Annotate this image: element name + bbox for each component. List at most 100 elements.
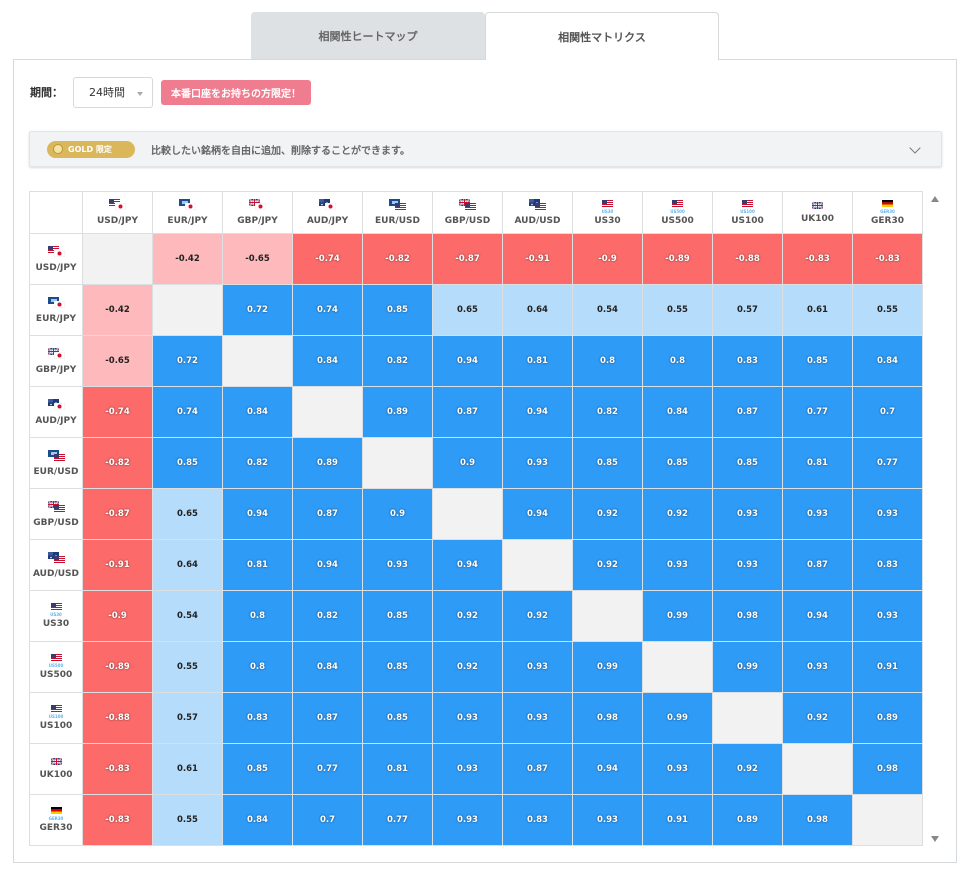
correlation-cell: 0.82	[362, 335, 433, 387]
symbol-sub-label: US30	[601, 208, 614, 214]
correlation-cell: 0.83	[502, 794, 573, 846]
column-header: EUR/JPY	[152, 191, 223, 234]
row-header: AUD/USD	[29, 539, 83, 591]
correlation-cell: 0.87	[502, 743, 573, 795]
matrix-diagonal-cell	[432, 488, 503, 540]
correlation-cell: 0.85	[642, 437, 713, 489]
symbol-header: US30 US30	[30, 603, 82, 629]
correlation-cell: 0.91	[642, 794, 713, 846]
scroll-up-arrow-icon[interactable]	[931, 196, 939, 202]
scroll-down-arrow-icon[interactable]	[931, 836, 939, 842]
correlation-cell: 0.83	[712, 335, 783, 387]
row-header: UK100	[29, 743, 83, 795]
correlation-cell: 0.93	[502, 437, 573, 489]
correlation-cell: -0.9	[572, 233, 643, 285]
matrix-diagonal-cell	[152, 284, 223, 336]
symbol-label: US100	[731, 215, 764, 226]
correlation-cell: -0.87	[82, 488, 153, 540]
correlation-cell: 0.55	[852, 284, 923, 336]
symbol-header: GBP/JPY	[223, 198, 292, 226]
correlation-cell: 0.93	[712, 488, 783, 540]
correlation-cell: -0.65	[222, 233, 293, 285]
column-header: GBP/JPY	[222, 191, 293, 234]
correlation-cell: 0.99	[712, 641, 783, 693]
chevron-down-icon	[137, 91, 143, 96]
row-header: US500 US500	[29, 641, 83, 693]
correlation-cell: 0.54	[152, 590, 223, 642]
correlation-cell: 0.85	[572, 437, 643, 489]
correlation-cell: 0.92	[572, 488, 643, 540]
correlation-cell: 0.93	[852, 488, 923, 540]
symbol-label: EUR/JPY	[167, 216, 208, 226]
correlation-cell: -0.42	[82, 284, 153, 336]
flag-icon	[672, 199, 684, 208]
correlation-cell: -0.88	[712, 233, 783, 285]
correlation-cell: 0.85	[362, 590, 433, 642]
symbol-label: USD/JPY	[35, 262, 77, 273]
chevron-down-icon[interactable]	[909, 142, 921, 154]
correlation-cell: 0.77	[852, 437, 923, 489]
correlation-cell: 0.94	[292, 539, 363, 591]
symbol-header: GBP/USD	[433, 198, 502, 226]
matrix-row: US30 US30 -0.9 0.54 0.8 0.82 0.85 0.92 0.92 0.99 0…	[29, 590, 923, 642]
correlation-cell: -0.89	[642, 233, 713, 285]
column-header: USD/JPY	[82, 191, 153, 234]
correlation-cell: 0.93	[782, 488, 853, 540]
correlation-cell: 0.94	[432, 539, 503, 591]
correlation-cell: 0.84	[222, 794, 293, 846]
symbol-sub-label: GER30	[880, 208, 895, 214]
column-header: US500 US500	[642, 191, 713, 234]
correlation-cell: 0.93	[432, 794, 503, 846]
gold-description: 比較したい銘柄を自由に追加、削除することができます。	[151, 145, 410, 157]
correlation-cell: 0.93	[572, 794, 643, 846]
matrix-diagonal-cell	[502, 539, 573, 591]
tab-heatmap[interactable]: 相関性ヒートマップ	[251, 12, 485, 60]
symbol-header: USD/JPY	[30, 245, 82, 273]
symbol-label: US500	[661, 215, 694, 226]
correlation-cell: 0.9	[362, 488, 433, 540]
flag-icon	[50, 654, 62, 662]
row-header: EUR/USD	[29, 437, 83, 489]
correlation-cell: 0.74	[152, 386, 223, 438]
correlation-cell: 0.93	[362, 539, 433, 591]
symbol-sub-label: US100	[48, 714, 64, 719]
correlation-cell: 0.94	[432, 335, 503, 387]
correlation-cell: 0.64	[152, 539, 223, 591]
correlation-cell: 0.93	[642, 539, 713, 591]
symbol-label: GER30	[39, 823, 73, 833]
column-header: US30 US30	[572, 191, 643, 234]
correlation-cell: -0.88	[82, 692, 153, 744]
flag-icon	[50, 807, 62, 815]
matrix-diagonal-cell	[82, 233, 153, 285]
correlation-cell: 0.84	[292, 641, 363, 693]
symbol-label: AUD/JPY	[306, 216, 349, 226]
correlation-cell: 0.92	[572, 539, 643, 591]
correlation-cell: -0.82	[82, 437, 153, 489]
flag-icon	[882, 199, 894, 208]
flag-icon	[602, 199, 614, 208]
correlation-cell: 0.89	[362, 386, 433, 438]
correlation-cell: 0.92	[712, 743, 783, 795]
matrix-row: USD/JPY -0.42 -0.65 -0.74 -0.82 -0.87 -0.91 -0.…	[29, 233, 923, 285]
correlation-cell: 0.7	[292, 794, 363, 846]
correlation-cell: -0.74	[292, 233, 363, 285]
correlation-cell: 0.98	[572, 692, 643, 744]
matrix-diagonal-cell	[642, 641, 713, 693]
correlation-cell: -0.89	[82, 641, 153, 693]
correlation-cell: 0.77	[292, 743, 363, 795]
correlation-cell: -0.83	[82, 794, 153, 846]
period-select[interactable]: 24時間	[73, 76, 153, 108]
symbol-header: GBP/JPY	[30, 346, 82, 375]
matrix-row: US500 US500 -0.89 0.55 0.8 0.84 0.85 0.92 0.93 0.…	[29, 641, 923, 693]
matrix-diagonal-cell	[572, 590, 643, 642]
correlation-cell: 0.81	[362, 743, 433, 795]
flag-icon	[458, 198, 476, 210]
matrix-diagonal-cell	[852, 794, 923, 846]
gold-accordion[interactable]: GOLD 限定 比較したい銘柄を自由に追加、削除することができます。	[29, 131, 942, 167]
tab-matrix[interactable]: 相関性マトリクス	[485, 12, 719, 60]
symbol-sub-label: US500	[48, 663, 64, 668]
correlation-cell: 0.99	[572, 641, 643, 693]
correlation-cell: 0.92	[782, 692, 853, 744]
correlation-cell: -0.87	[432, 233, 503, 285]
row-header: USD/JPY	[29, 233, 83, 285]
